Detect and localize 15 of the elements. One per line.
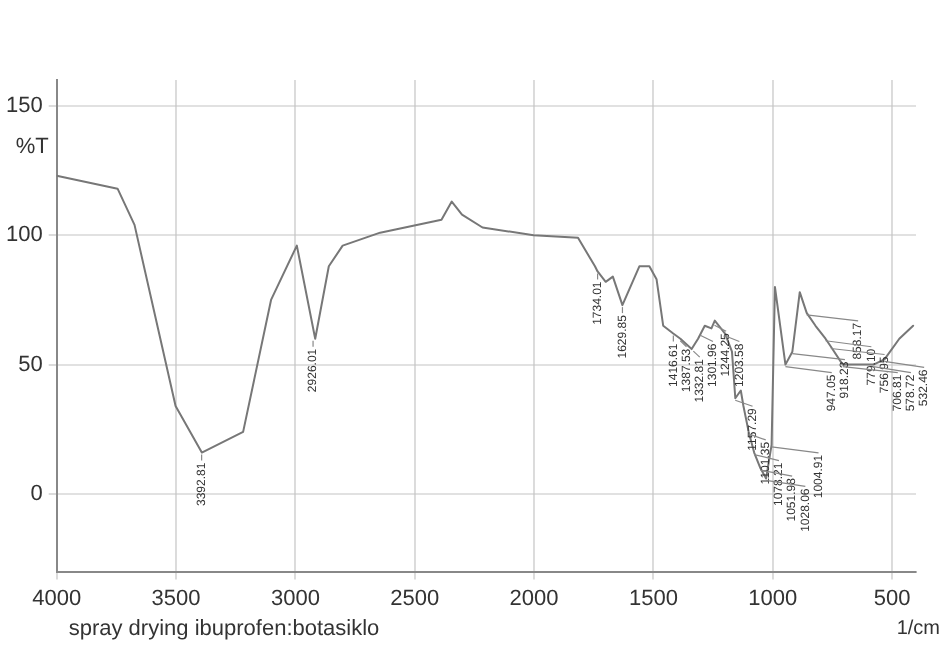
- x-tick-label: 1000: [748, 586, 798, 611]
- y-axis-title: %T: [15, 135, 50, 160]
- y-tick-label: 100: [5, 223, 43, 248]
- x-tick-label: 500: [873, 586, 911, 611]
- x-tick-label: 2500: [390, 586, 440, 611]
- y-tick-label: 50: [18, 352, 43, 377]
- x-tick-label: 1500: [628, 586, 678, 611]
- x-axis-title: 1/cm: [896, 617, 940, 640]
- text: spray drying ibuprofen:botasiklo: [68, 617, 380, 642]
- y-tick-label: 150: [5, 93, 43, 118]
- x-tick-label: 3000: [270, 586, 320, 611]
- x-tick-label: 3500: [151, 586, 201, 611]
- x-tick-label: 2000: [509, 586, 559, 611]
- y-tick-label: 0: [30, 482, 43, 507]
- x-tick-label: 4000: [32, 586, 82, 611]
